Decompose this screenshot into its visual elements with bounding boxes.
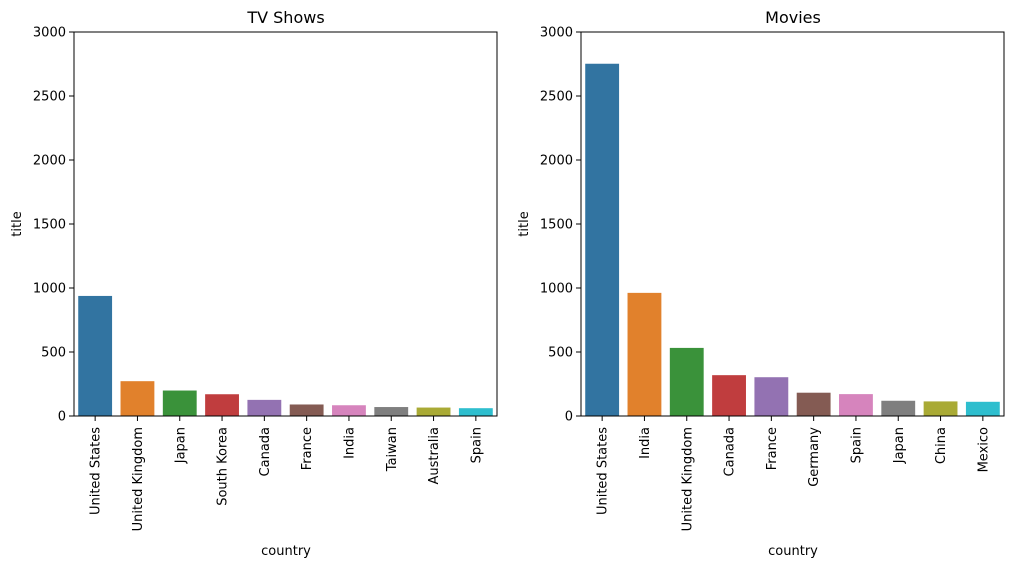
x-axis-label: country (261, 544, 311, 559)
x-tick-label: India (638, 427, 653, 459)
y-tick-label: 3000 (540, 26, 573, 41)
x-tick-label: United States (596, 427, 611, 515)
bar (332, 405, 366, 416)
plot-frame (73, 31, 498, 417)
bar (669, 347, 704, 416)
x-tick-label: Spain (469, 427, 484, 463)
x-tick-label: China (934, 427, 949, 464)
y-tick-label: 1500 (540, 218, 573, 233)
chart-tv-shows: TV Shows country title 0 500 1000 1500 2000 2… (10, 8, 498, 559)
x-tick-label: Germany (807, 427, 822, 487)
x-tick-label: United Kingdom (131, 427, 146, 531)
x-tick-label: Australia (427, 427, 442, 485)
y-tick-label: 0 (565, 410, 573, 425)
y-tick-label: 500 (548, 346, 573, 361)
bar (712, 375, 746, 416)
x-tick-label: Spain (849, 427, 864, 463)
x-tick-label: United Kingdom (680, 427, 695, 531)
bar (205, 394, 239, 416)
y-tick-label: 0 (58, 410, 66, 425)
bar (881, 400, 916, 416)
y-tick-label: 1000 (540, 282, 573, 297)
chart-movies: Movies country title 0 500 1000 1500 2000 250… (517, 8, 1005, 559)
y-axis-label: title (10, 211, 25, 236)
x-tick-label: Canada (258, 427, 273, 476)
bar (374, 407, 409, 416)
x-tick-label: United States (89, 427, 104, 515)
bar (965, 401, 1000, 416)
x-axis-label: country (768, 544, 818, 559)
x-tick-label: Japan (892, 427, 907, 464)
bar (754, 377, 789, 416)
x-tick-label: France (300, 427, 315, 470)
y-tick-label: 2000 (540, 154, 573, 169)
y-axis-label: title (517, 211, 532, 236)
y-tick-label: 1500 (33, 218, 66, 233)
x-tick-label: Taiwan (385, 427, 400, 472)
chart-title: Movies (765, 8, 821, 27)
bar (839, 394, 873, 416)
bar (627, 292, 662, 416)
x-tick-label: Canada (723, 427, 738, 476)
bar (162, 390, 197, 416)
chart-title: TV Shows (246, 8, 324, 27)
x-tick-label: Japan (173, 427, 188, 464)
bar (289, 404, 324, 416)
bar (458, 408, 493, 416)
bar (247, 399, 282, 416)
bar (120, 381, 155, 416)
y-tick-label: 2500 (33, 90, 66, 105)
x-tick-label: Mexico (976, 427, 991, 472)
bar (923, 401, 958, 416)
x-tick-label: France (765, 427, 780, 470)
bar (585, 63, 620, 417)
y-tick-label: 2500 (540, 90, 573, 105)
bar (796, 392, 831, 416)
x-tick-label: South Korea (216, 427, 231, 506)
y-tick-label: 3000 (33, 26, 66, 41)
y-tick-label: 2000 (33, 154, 66, 169)
bar (416, 407, 451, 416)
y-tick-label: 500 (41, 346, 66, 361)
y-tick-label: 1000 (33, 282, 66, 297)
x-tick-label: India (342, 427, 357, 459)
bar (78, 295, 113, 416)
